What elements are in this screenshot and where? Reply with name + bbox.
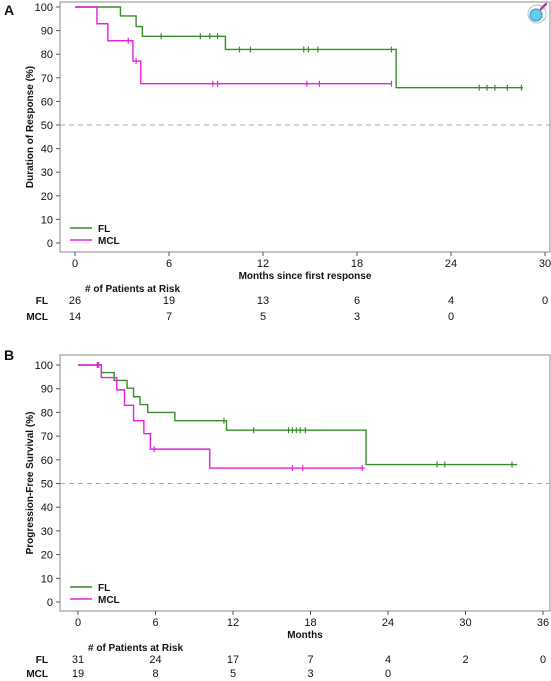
y-tick-label: 50 <box>41 479 53 491</box>
risk-count: 19 <box>72 668 84 680</box>
x-axis-title: Months <box>287 630 323 641</box>
x-tick-label: 18 <box>304 617 316 629</box>
y-tick-label: 70 <box>41 73 53 85</box>
y-axis-title: Progression-Free Survival (%) <box>25 412 36 555</box>
x-axis-title: Months since first response <box>239 271 372 282</box>
risk-count: 5 <box>260 311 266 323</box>
risk-count: 3 <box>307 668 313 680</box>
risk-count: 0 <box>542 295 548 307</box>
risk-count: 4 <box>385 654 391 666</box>
panel-letter: A <box>4 2 14 18</box>
risk-count: 0 <box>540 654 546 666</box>
y-tick-label: 20 <box>41 191 53 203</box>
risk-row-label: FL <box>36 296 48 307</box>
risk-row-label: FL <box>36 655 48 666</box>
risk-count: 6 <box>354 295 360 307</box>
risk-table-heading: # of Patients at Risk <box>88 643 183 654</box>
x-tick-label: 12 <box>257 258 269 270</box>
y-tick-label: 20 <box>41 550 53 562</box>
risk-count: 0 <box>448 311 454 323</box>
x-tick-label: 18 <box>351 258 363 270</box>
y-tick-label: 60 <box>41 455 53 467</box>
y-tick-label: 10 <box>41 214 53 226</box>
y-tick-label: 90 <box>41 384 53 396</box>
km-curve-fl <box>78 364 518 466</box>
x-tick-label: 6 <box>152 617 158 629</box>
y-tick-label: 0 <box>47 238 53 250</box>
risk-count: 5 <box>230 668 236 680</box>
risk-count: 26 <box>69 295 81 307</box>
risk-count: 19 <box>163 295 175 307</box>
risk-row-label: MCL <box>26 312 48 323</box>
risk-count: 14 <box>69 311 81 323</box>
x-tick-label: 0 <box>72 258 78 270</box>
x-tick-label: 30 <box>459 617 471 629</box>
risk-count: 8 <box>152 668 158 680</box>
magnifier-icon-handle <box>539 2 548 11</box>
x-tick-label: 6 <box>166 258 172 270</box>
risk-count: 24 <box>149 654 161 666</box>
km-curve-mcl <box>78 364 365 469</box>
y-tick-label: 40 <box>41 502 53 514</box>
y-tick-label: 30 <box>41 167 53 179</box>
y-tick-label: 80 <box>41 49 53 61</box>
plot-frame <box>59 1 551 253</box>
x-tick-label: 24 <box>445 258 457 270</box>
x-tick-label: 12 <box>227 617 239 629</box>
risk-count: 13 <box>257 295 269 307</box>
legend-label-fl: FL <box>98 224 110 235</box>
risk-count: 17 <box>227 654 239 666</box>
y-tick-label: 10 <box>41 573 53 585</box>
y-tick-label: 0 <box>47 597 53 609</box>
risk-count: 31 <box>72 654 84 666</box>
y-tick-label: 50 <box>41 120 53 132</box>
y-tick-label: 70 <box>41 431 53 443</box>
y-axis-title: Duration of Response (%) <box>25 66 36 188</box>
legend-label-fl: FL <box>98 583 110 594</box>
risk-count: 7 <box>307 654 313 666</box>
legend-label-mcl: MCL <box>98 236 120 247</box>
magnifier-icon-lens <box>529 8 543 22</box>
x-tick-label: 36 <box>537 617 549 629</box>
y-tick-label: 100 <box>35 360 53 372</box>
risk-count: 7 <box>166 311 172 323</box>
risk-row-label: MCL <box>26 669 48 680</box>
risk-count: 2 <box>462 654 468 666</box>
y-tick-label: 80 <box>41 407 53 419</box>
km-curve-fl <box>75 6 524 89</box>
x-tick-label: 0 <box>75 617 81 629</box>
y-tick-label: 100 <box>35 2 53 14</box>
panel-letter: B <box>4 347 14 363</box>
y-tick-label: 40 <box>41 144 53 156</box>
x-tick-label: 24 <box>382 617 394 629</box>
legend-label-mcl: MCL <box>98 595 120 606</box>
risk-count: 4 <box>448 295 454 307</box>
x-tick-label: 30 <box>539 258 551 270</box>
y-tick-label: 60 <box>41 96 53 108</box>
y-tick-label: 30 <box>41 526 53 538</box>
magnifier-icon <box>527 2 548 24</box>
y-tick-label: 90 <box>41 26 53 38</box>
risk-count: 0 <box>385 668 391 680</box>
risk-table-heading: # of Patients at Risk <box>85 284 180 295</box>
risk-count: 3 <box>354 311 360 323</box>
km-curve-mcl <box>75 6 392 85</box>
